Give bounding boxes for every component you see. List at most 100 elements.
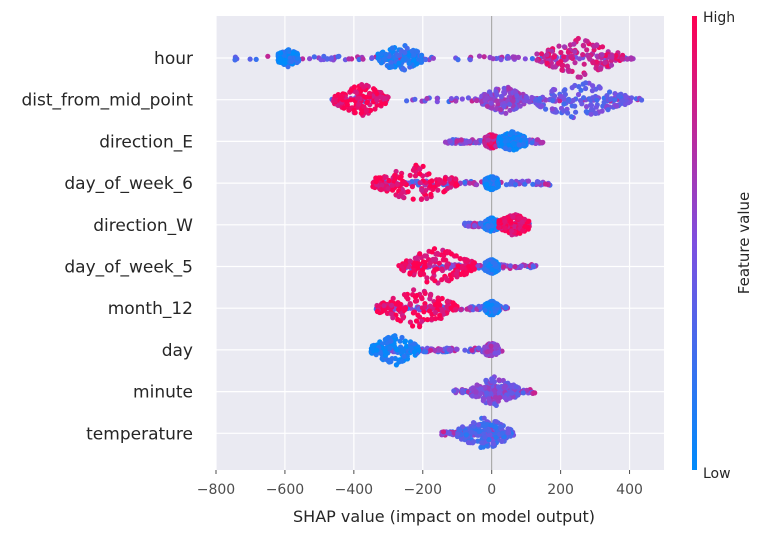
shap-point — [481, 54, 487, 60]
shap-point — [395, 316, 401, 323]
shap-point — [481, 423, 488, 429]
shap-point — [482, 434, 488, 440]
shap-point — [507, 107, 513, 113]
shap-point — [401, 268, 407, 274]
shap-point — [473, 394, 479, 400]
shap-point — [453, 271, 460, 277]
shap-point — [427, 303, 433, 309]
shap-point — [374, 97, 380, 103]
shap-point — [463, 271, 469, 277]
shap-point — [373, 352, 379, 358]
shap-point — [386, 359, 392, 365]
x-tick-label: 400 — [616, 482, 643, 498]
shap-point — [599, 44, 606, 50]
shap-point — [639, 97, 645, 103]
shap-point — [389, 64, 395, 70]
shap-point — [381, 56, 387, 62]
shap-point — [494, 92, 500, 98]
feature-row-minute — [451, 374, 538, 408]
shap-point — [422, 304, 428, 310]
shap-point — [492, 350, 498, 356]
shap-point — [507, 263, 514, 269]
shap-points — [232, 35, 645, 450]
shap-point — [561, 108, 567, 114]
shap-point — [373, 179, 379, 185]
shap-point — [593, 104, 599, 110]
shap-point — [399, 358, 405, 364]
shap-point — [459, 96, 465, 102]
shap-point — [346, 56, 352, 62]
shap-point — [265, 53, 271, 59]
shap-point — [417, 324, 423, 330]
shap-point — [473, 140, 479, 146]
shap-point — [524, 387, 530, 393]
shap-point — [498, 137, 504, 143]
shap-point — [455, 57, 461, 63]
shap-point — [530, 181, 536, 187]
feature-label: direction_E — [99, 132, 193, 152]
shap-point — [432, 309, 438, 316]
shap-point — [561, 54, 567, 60]
shap-point — [572, 60, 578, 66]
shap-point — [492, 261, 498, 267]
shap-point — [561, 101, 567, 107]
shap-point — [424, 275, 430, 281]
shap-point — [521, 141, 527, 147]
shap-point — [324, 56, 330, 62]
shap-point — [382, 100, 388, 107]
shap-point — [419, 196, 425, 202]
shap-point — [385, 186, 391, 192]
shap-point — [422, 259, 428, 266]
shap-point — [484, 95, 490, 101]
shap-point — [456, 427, 463, 433]
shap-point — [506, 55, 512, 61]
shap-point — [289, 59, 295, 65]
shap-point — [392, 172, 398, 178]
shap-point — [572, 103, 578, 109]
shap-point — [370, 346, 376, 352]
shap-point — [577, 74, 583, 80]
shap-point — [463, 432, 469, 438]
shap-point — [529, 94, 535, 101]
shap-point — [427, 296, 433, 302]
shap-point — [532, 390, 538, 396]
shap-point — [590, 83, 596, 89]
shap-point — [332, 93, 338, 99]
shap-point — [514, 93, 520, 99]
shap-point — [502, 225, 508, 231]
shap-point — [580, 52, 586, 58]
shap-point — [510, 214, 516, 220]
shap-point — [567, 68, 573, 74]
shap-point — [436, 177, 442, 183]
shap-point — [452, 306, 458, 313]
shap-point — [510, 98, 516, 104]
shap-point — [374, 347, 380, 353]
shap-point — [571, 41, 577, 47]
shap-point — [486, 437, 492, 443]
shap-point — [465, 95, 471, 101]
shap-point — [328, 55, 335, 61]
shap-point — [354, 95, 360, 101]
shap-point — [583, 104, 590, 110]
shap-point — [232, 57, 238, 63]
shap-point — [411, 349, 417, 355]
shap-point — [424, 95, 430, 102]
shap-point — [467, 180, 473, 186]
shap-point — [253, 56, 259, 63]
shap-point — [551, 54, 558, 60]
shap-point — [473, 389, 479, 395]
shap-point — [442, 176, 448, 182]
shap-point — [490, 185, 496, 191]
shap-point — [529, 140, 535, 146]
shap-point — [484, 301, 490, 307]
x-tick-label: −200 — [404, 482, 442, 498]
shap-point — [537, 96, 543, 102]
shap-point — [400, 194, 406, 200]
shap-point — [382, 95, 388, 102]
shap-point — [485, 223, 491, 229]
shap-point — [307, 56, 313, 62]
shap-point — [392, 176, 398, 182]
shap-point — [414, 298, 420, 304]
shap-point — [526, 218, 532, 224]
shap-point — [436, 260, 442, 266]
